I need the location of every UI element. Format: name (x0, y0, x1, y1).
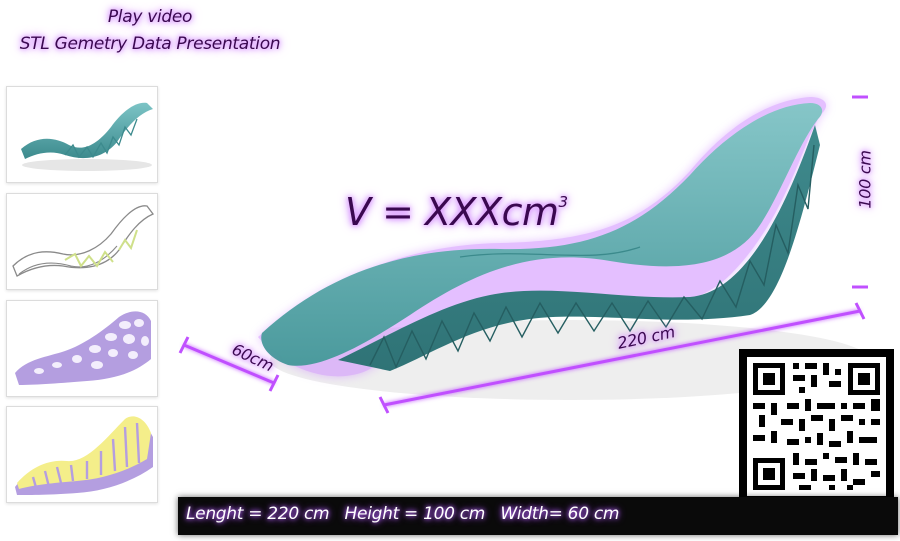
chair-voronoi-icon (15, 311, 151, 385)
qr-code-icon[interactable] (739, 349, 894, 504)
play-video-link[interactable]: Play video (107, 7, 193, 27)
chair-wireframe-icon (12, 205, 155, 277)
volume-label: V = XXXcm (345, 190, 559, 234)
thumbnail-wireframe[interactable] (6, 193, 158, 290)
chair-ribbed-icon (15, 416, 153, 495)
header: Play video STL Gemetry Data Presentation (0, 4, 300, 58)
volume-formula: V = XXXcm3 (345, 190, 568, 234)
presentation-title: STL Gemetry Data Presentation (19, 34, 281, 54)
thumbnail-teal-render[interactable] (6, 86, 158, 183)
qr-code-graphic (747, 357, 886, 496)
specs-bar: Lenght = 220 cm Height = 100 cm Width= 6… (178, 497, 898, 535)
thumbnail-ribbed-yellow[interactable] (6, 406, 158, 503)
lounge-chair-model (178, 95, 870, 414)
model-viewport[interactable] (170, 75, 900, 495)
dimension-specs: Lenght = 220 cm Height = 100 cm Width= 6… (186, 504, 620, 524)
chair-render-icon (21, 102, 153, 171)
thumbnail-voronoi-lavender[interactable] (6, 300, 158, 397)
volume-exponent: 3 (558, 193, 569, 211)
height-dimension-label: 100 cm (855, 150, 875, 209)
